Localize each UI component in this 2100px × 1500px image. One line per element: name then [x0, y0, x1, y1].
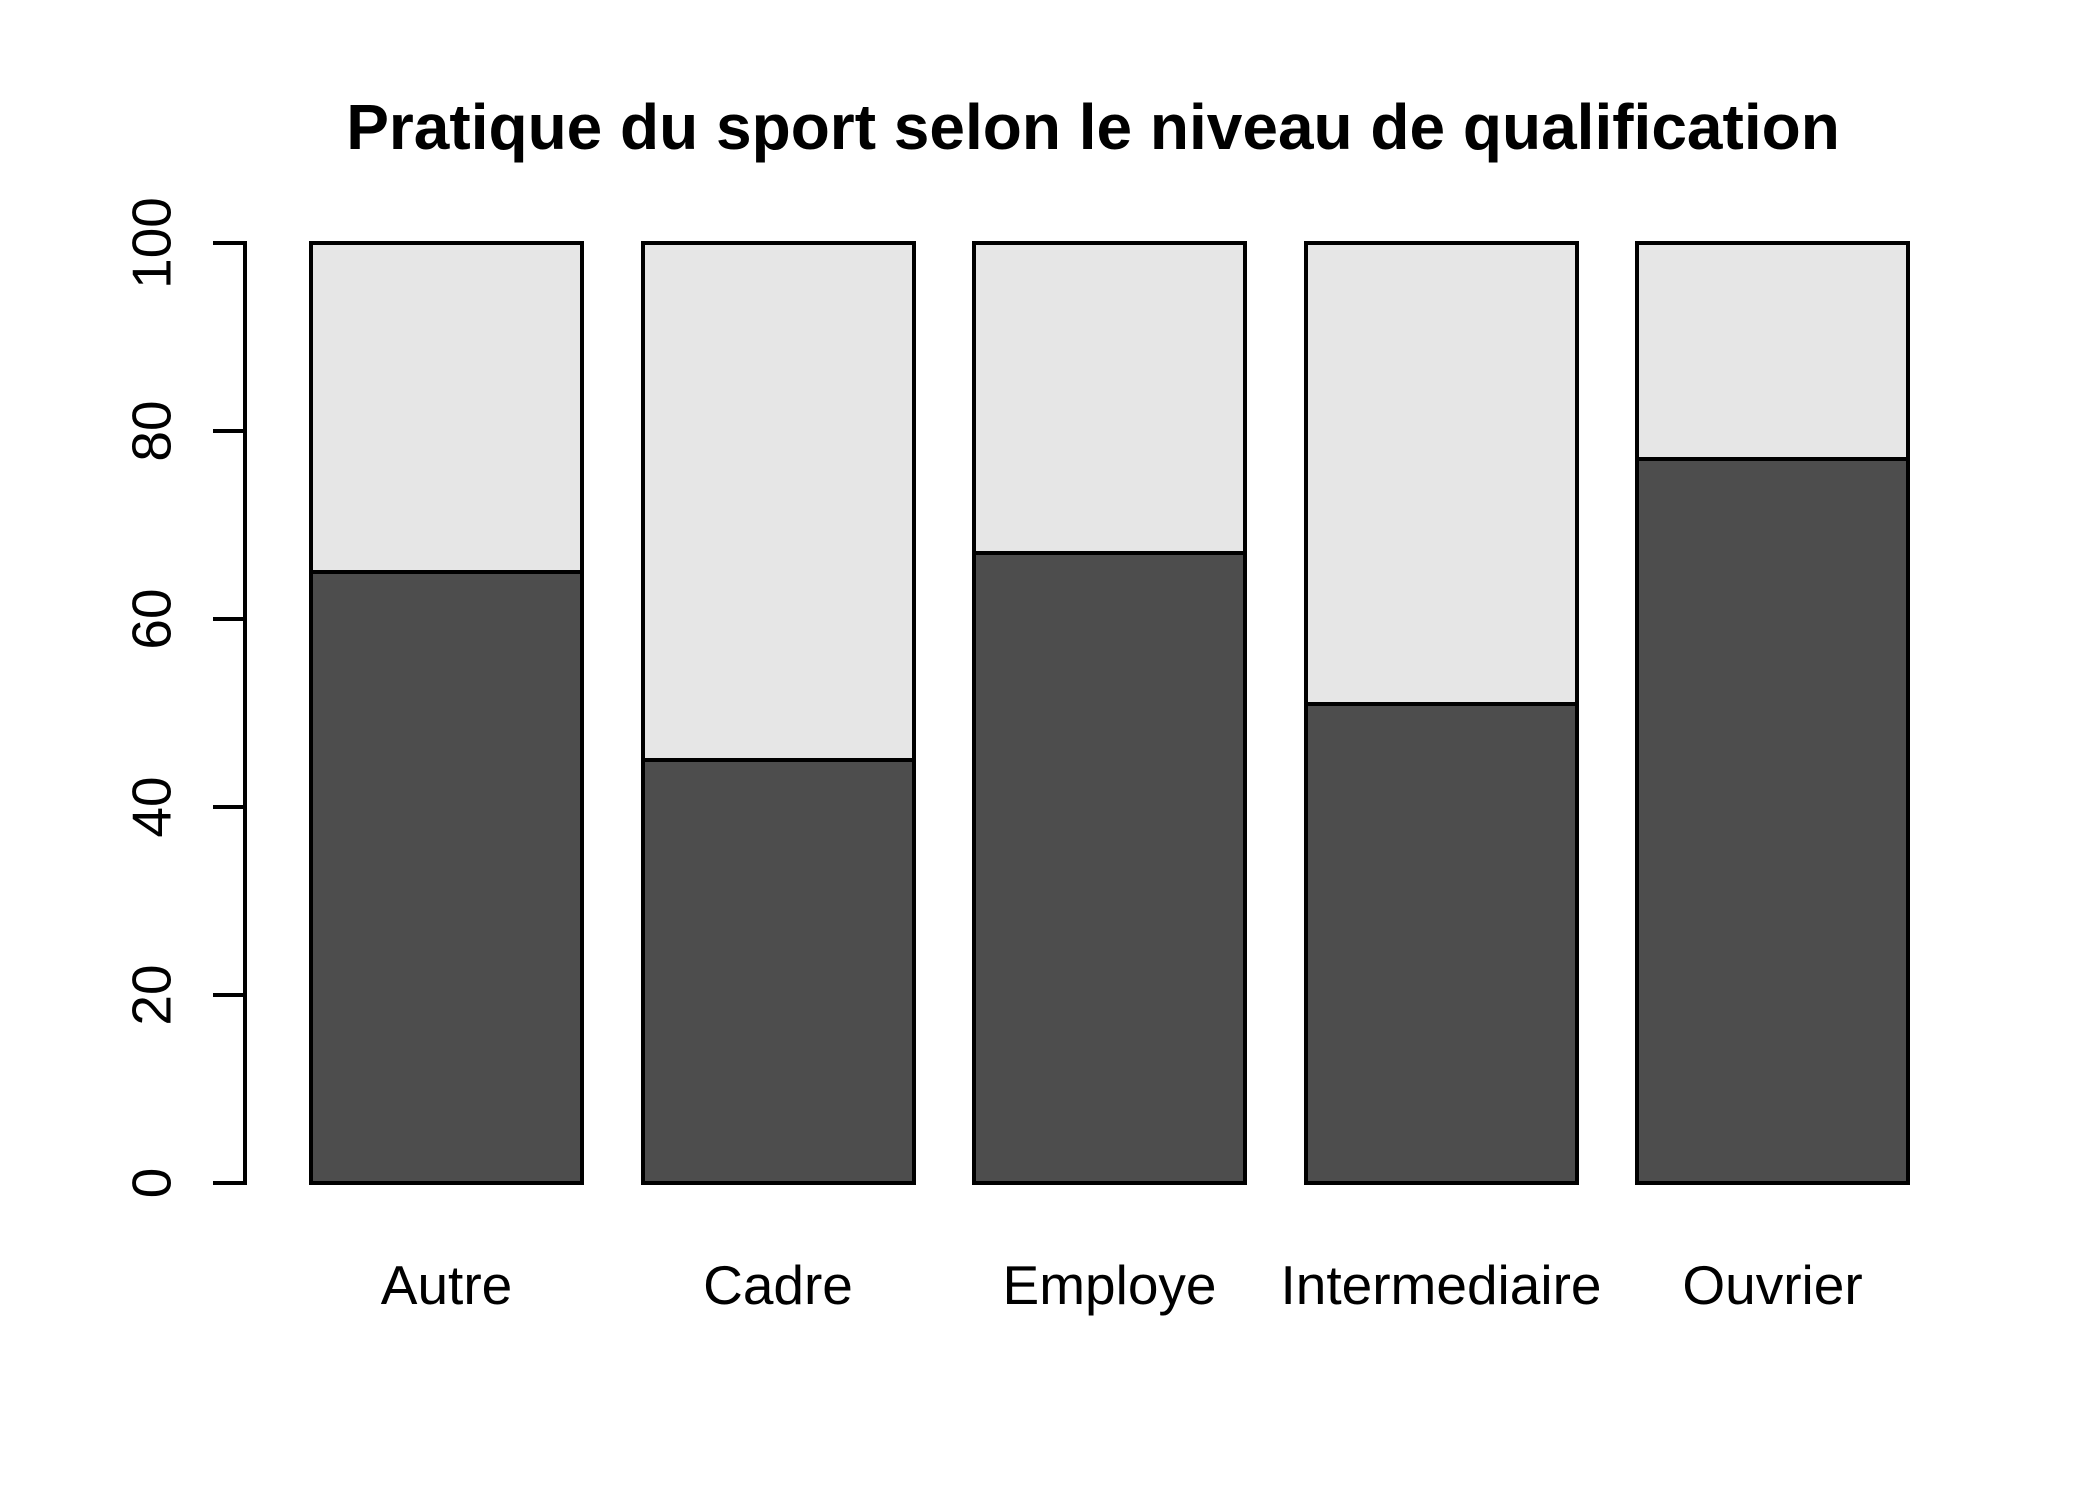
y-axis-tick — [213, 1181, 243, 1185]
bar-cadre-dark-segment — [640, 758, 916, 1185]
bar-ouvrier-dark-segment — [1635, 457, 1910, 1185]
y-axis-tick — [213, 805, 243, 809]
x-axis-label-intermediaire: Intermediaire — [1280, 1254, 1602, 1316]
bar-autre-light-segment — [309, 241, 584, 574]
x-axis-label-employe: Employe — [1002, 1254, 1217, 1316]
bar-autre-dark-segment — [309, 570, 584, 1185]
x-axis-label-autre: Autre — [380, 1254, 513, 1316]
y-axis-line — [243, 241, 247, 1185]
x-axis-label-cadre: Cadre — [703, 1254, 853, 1316]
bar-cadre-light-segment — [640, 241, 916, 762]
bar-intermediaire-dark-segment — [1303, 701, 1579, 1185]
bar-ouvrier-light-segment — [1635, 241, 1910, 462]
y-axis-tick — [213, 241, 243, 245]
chart-title: Pratique du sport selon le niveau de qua… — [346, 91, 1840, 163]
bar-employe-light-segment — [972, 241, 1247, 556]
y-axis-tick-label: 40 — [120, 776, 183, 838]
y-axis-tick-label: 0 — [120, 1167, 183, 1199]
y-axis-tick — [213, 429, 243, 433]
y-axis-tick — [213, 617, 243, 621]
y-axis-tick-label: 20 — [120, 964, 183, 1026]
y-axis-tick-label: 80 — [120, 400, 183, 462]
bar-intermediaire-light-segment — [1303, 241, 1579, 706]
x-axis-label-ouvrier: Ouvrier — [1682, 1254, 1863, 1316]
y-axis-tick-label: 60 — [120, 588, 183, 650]
bar-employe-dark-segment — [972, 551, 1247, 1185]
y-axis-tick — [213, 993, 243, 997]
y-axis-tick-label: 100 — [120, 197, 183, 289]
